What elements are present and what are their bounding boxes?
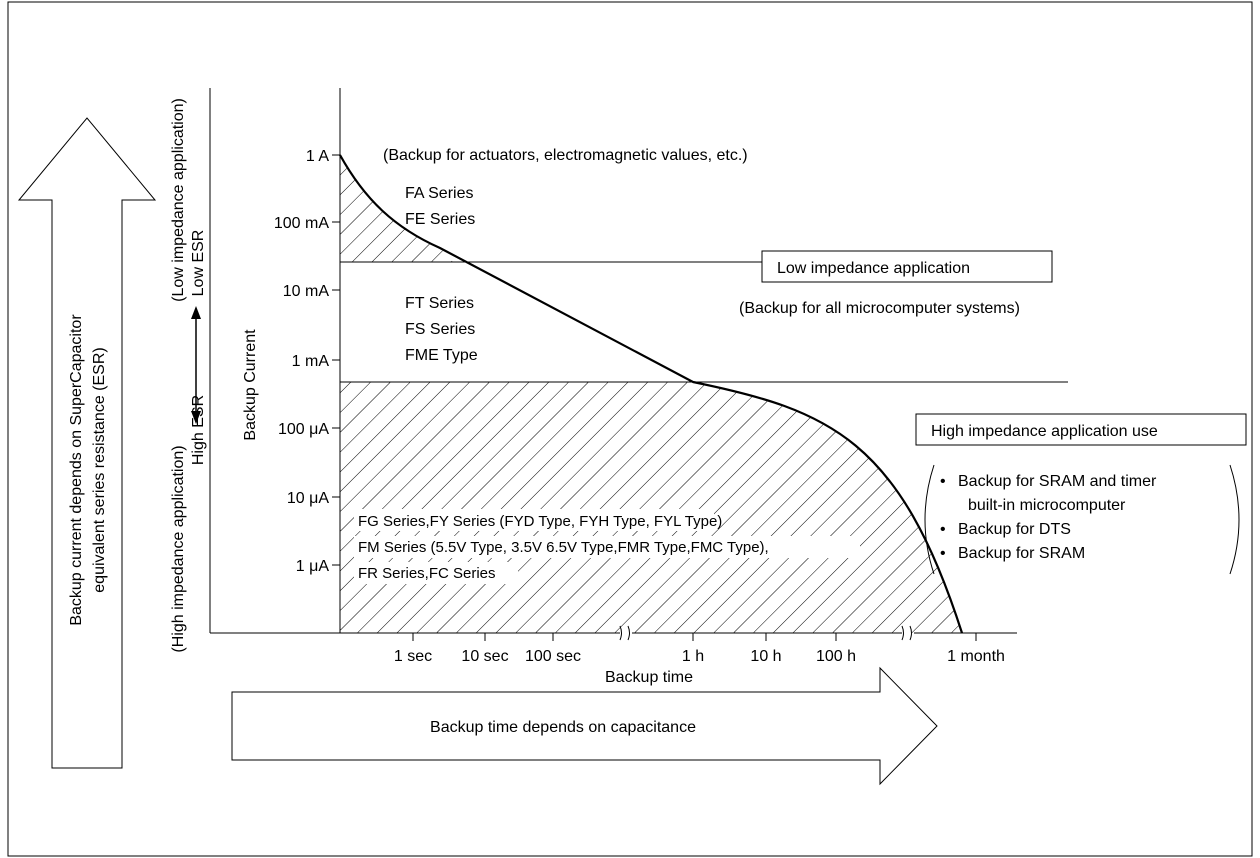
y-tick-label-100ua: 100 μA <box>278 421 329 438</box>
esr-double-arrow <box>191 306 201 424</box>
x-tick-label-1sec: 1 sec <box>394 648 432 665</box>
ft-series-label: FT Series <box>405 295 474 312</box>
x-tick-label-10sec: 10 sec <box>461 648 508 665</box>
microcomputer-note: (Backup for all microcomputer systems) <box>739 300 1020 317</box>
hatched-region-top <box>340 155 453 262</box>
x-tick-label-100h: 100 h <box>816 648 856 665</box>
use-bullet-3: • <box>940 545 946 562</box>
y-tick-label-10ua: 10 μA <box>287 490 329 507</box>
x-axis-label: Backup time <box>605 669 693 686</box>
backup-curve <box>339 154 964 634</box>
esr-up-arrow <box>17 117 157 769</box>
x-tick-label-10h: 10 h <box>750 648 781 665</box>
fs-series-label: FS Series <box>405 321 475 338</box>
use-bullet-2: • <box>940 521 946 538</box>
y-tick-label-10ma: 10 mA <box>283 283 330 300</box>
diagram-frame <box>7 1 1253 857</box>
high-impedance-box-label: High impedance application use <box>931 423 1158 440</box>
fa-series-label: FA Series <box>405 185 473 202</box>
x-tick-label-1h: 1 h <box>682 648 704 665</box>
use-list-right-paren <box>1229 464 1240 575</box>
hatched-region-bottom <box>340 382 962 633</box>
esr-arrow-label-line1: Backup current depends on SuperCapacitor <box>68 314 85 626</box>
y-tick-label-1ma: 1 mA <box>292 353 330 370</box>
high-impedance-box <box>915 413 1247 446</box>
use-item-3: Backup for SRAM <box>958 545 1085 562</box>
y-axis-label: Backup Current <box>242 329 259 441</box>
fr-fc-series-label: FR Series,FC Series <box>358 565 496 582</box>
capacitance-right-arrow <box>231 666 938 786</box>
high-impedance-label: (High impedance application) <box>170 445 187 652</box>
esr-arrow-label-line2: equivalent series resistance (ESR) <box>91 347 108 592</box>
bottom-series-labels: FG Series,FY Series (FYD Type, FYH Type,… <box>354 509 860 584</box>
x-tick-marks <box>412 633 977 641</box>
high-esr-label: High ESR <box>190 395 207 465</box>
y-tick-label-100ma: 100 mA <box>274 215 329 232</box>
capacitance-arrow-label: Backup time depends on capacitance <box>430 719 696 736</box>
x-tick-label-1month: 1 month <box>947 648 1005 665</box>
y-tick-label-1ua: 1 μA <box>296 558 330 575</box>
fg-fy-series-label: FG Series,FY Series (FYD Type, FYH Type,… <box>358 513 722 530</box>
y-tick-marks <box>332 154 340 566</box>
fm-series-label: FM Series (5.5V Type, 3.5V 6.5V Type,FMR… <box>358 539 769 556</box>
fme-type-label: FME Type <box>405 347 478 364</box>
fe-series-label: FE Series <box>405 211 475 228</box>
y-tick-label-1a: 1 A <box>306 148 329 165</box>
low-esr-label: Low ESR <box>190 230 207 297</box>
use-item-1-line1: Backup for SRAM and timer <box>958 473 1157 490</box>
x-tick-label-100sec: 100 sec <box>525 648 581 665</box>
low-impedance-box <box>761 250 1053 283</box>
use-list-left-paren <box>924 464 935 575</box>
x-axis <box>210 625 1017 641</box>
actuators-note: (Backup for actuators, electromagnetic v… <box>383 147 748 164</box>
use-item-1-line2: built-in microcomputer <box>968 497 1126 514</box>
low-impedance-box-label: Low impedance application <box>777 260 970 277</box>
use-item-2: Backup for DTS <box>958 521 1071 538</box>
use-bullet-1: • <box>940 473 946 490</box>
low-impedance-label: (Low impedance application) <box>170 98 187 302</box>
